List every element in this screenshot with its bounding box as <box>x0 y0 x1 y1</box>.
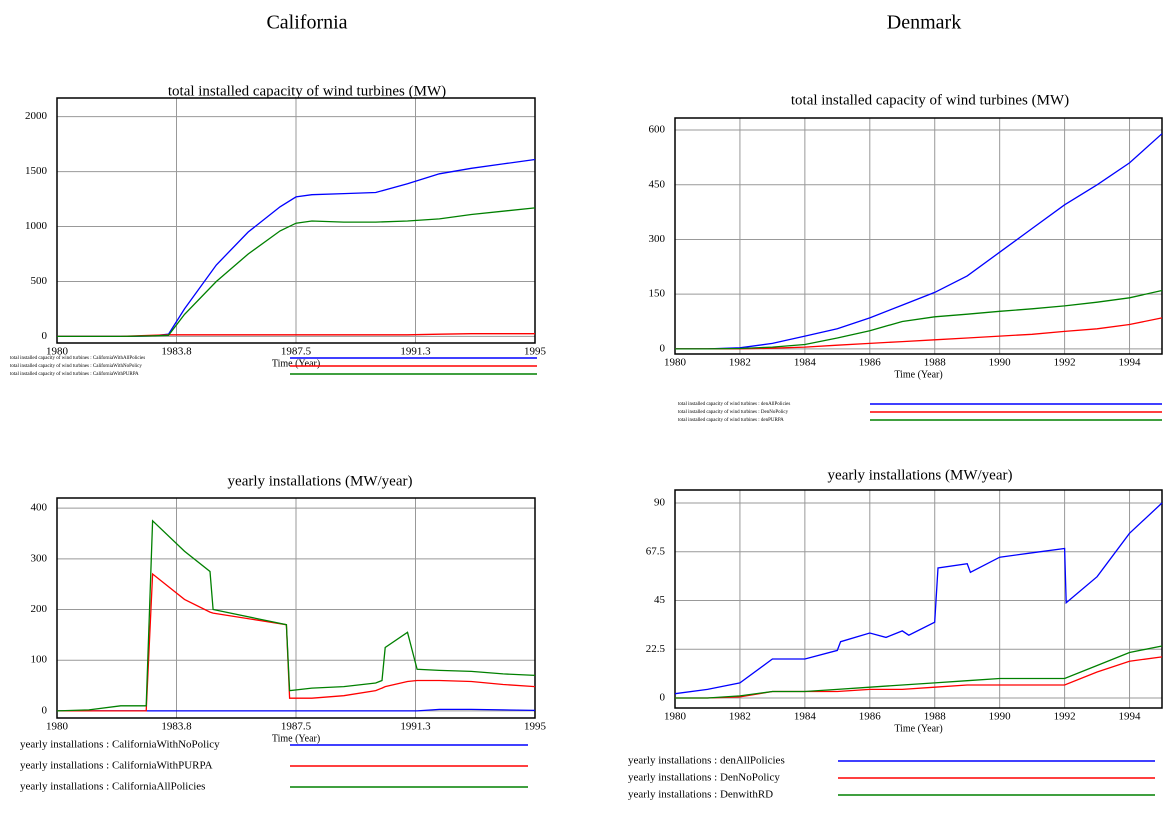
chart-title: yearly installations (MW/year) <box>828 467 1013 483</box>
y-tick-label: 400 <box>31 502 48 514</box>
series-line <box>57 207 536 338</box>
series-line <box>57 572 536 712</box>
x-tick-label: 1986 <box>859 357 882 369</box>
legend-label: yearly installations : DenwithRD <box>628 789 773 801</box>
x-tick-label: 1992 <box>1054 711 1076 723</box>
series-line <box>56 519 536 712</box>
series-line <box>674 502 1163 695</box>
x-tick-label: 1990 <box>989 711 1012 723</box>
x-tick-label: 1980 <box>46 721 69 733</box>
y-tick-label: 300 <box>31 552 48 564</box>
series-line <box>675 289 1163 350</box>
x-tick-label: 1992 <box>1054 357 1076 369</box>
x-tick-label: 1987.5 <box>281 721 312 733</box>
series-line <box>675 133 1163 350</box>
y-tick-label: 450 <box>649 178 666 190</box>
x-tick-label: 1991.3 <box>400 721 431 733</box>
x-tick-label: 1983.8 <box>161 721 192 733</box>
series-line <box>675 645 1163 699</box>
x-tick-label: 1995 <box>524 346 547 358</box>
x-axis-label: Time (Year) <box>272 358 320 369</box>
legend-label: total installed capacity of wind turbine… <box>10 364 142 369</box>
x-tick-label: 1991.3 <box>400 346 431 358</box>
x-tick-label: 1980 <box>664 711 687 723</box>
x-axis-label: Time (Year) <box>894 369 942 380</box>
x-tick-label: 1984 <box>794 711 817 723</box>
legend-label: total installed capacity of wind turbine… <box>678 418 784 423</box>
plot-area <box>675 118 1162 354</box>
legend-label: yearly installations : CaliforniaWithNoP… <box>20 739 220 751</box>
x-tick-label: 1994 <box>1119 357 1142 369</box>
legend-label: yearly installations : denAllPolicies <box>628 755 785 767</box>
y-tick-label: 1500 <box>25 165 48 177</box>
legend-label: yearly installations : DenNoPolicy <box>628 772 780 784</box>
y-tick-label: 200 <box>31 603 48 615</box>
y-tick-label: 1000 <box>25 220 48 232</box>
x-axis-label: Time (Year) <box>894 723 942 734</box>
heading: California <box>266 12 347 34</box>
x-tick-label: 1982 <box>729 357 751 369</box>
y-tick-label: 45 <box>654 594 666 606</box>
plot-frame <box>56 497 536 719</box>
x-tick-label: 1986 <box>859 711 882 723</box>
legend-label: total installed capacity of wind turbine… <box>678 402 790 407</box>
legend-label: yearly installations : CaliforniaAllPoli… <box>20 781 205 793</box>
x-tick-label: 1982 <box>729 711 751 723</box>
y-tick-label: 90 <box>654 497 666 509</box>
legend-label: total installed capacity of wind turbine… <box>678 410 789 415</box>
y-tick-label: 600 <box>649 124 666 136</box>
legend-label: total installed capacity of wind turbine… <box>10 356 145 361</box>
legend-label: total installed capacity of wind turbine… <box>10 372 139 377</box>
x-tick-label: 1987.5 <box>281 346 312 358</box>
chart-title: total installed capacity of wind turbine… <box>791 92 1069 108</box>
plot-frame <box>674 489 1163 709</box>
x-tick-label: 1990 <box>989 357 1012 369</box>
plot-frame <box>56 97 536 344</box>
x-tick-label: 1988 <box>924 711 947 723</box>
series-line <box>57 708 536 712</box>
y-tick-label: 150 <box>649 288 666 300</box>
heading: Denmark <box>887 12 961 34</box>
y-tick-label: 0 <box>42 704 48 716</box>
series-line <box>675 317 1163 350</box>
y-tick-label: 500 <box>31 275 48 287</box>
y-tick-label: 300 <box>649 233 666 245</box>
y-tick-label: 67.5 <box>646 545 666 557</box>
x-tick-label: 1995 <box>524 721 547 733</box>
y-tick-label: 0 <box>42 330 48 342</box>
legend-label: yearly installations : CaliforniaWithPUR… <box>20 760 213 772</box>
x-tick-label: 1980 <box>664 357 687 369</box>
y-tick-label: 0 <box>660 692 666 704</box>
x-tick-label: 1988 <box>924 357 947 369</box>
plot-frame <box>674 117 1163 355</box>
chart-title: yearly installations (MW/year) <box>228 473 413 489</box>
x-tick-label: 1994 <box>1119 711 1142 723</box>
y-tick-label: 2000 <box>25 110 48 122</box>
x-tick-label: 1984 <box>794 357 817 369</box>
y-tick-label: 22.5 <box>646 643 666 655</box>
x-tick-label: 1980 <box>46 346 69 358</box>
x-axis-label: Time (Year) <box>272 733 320 744</box>
y-tick-label: 100 <box>31 654 48 666</box>
chart-title: total installed capacity of wind turbine… <box>168 83 446 99</box>
y-tick-label: 0 <box>660 342 666 354</box>
x-tick-label: 1983.8 <box>161 346 192 358</box>
